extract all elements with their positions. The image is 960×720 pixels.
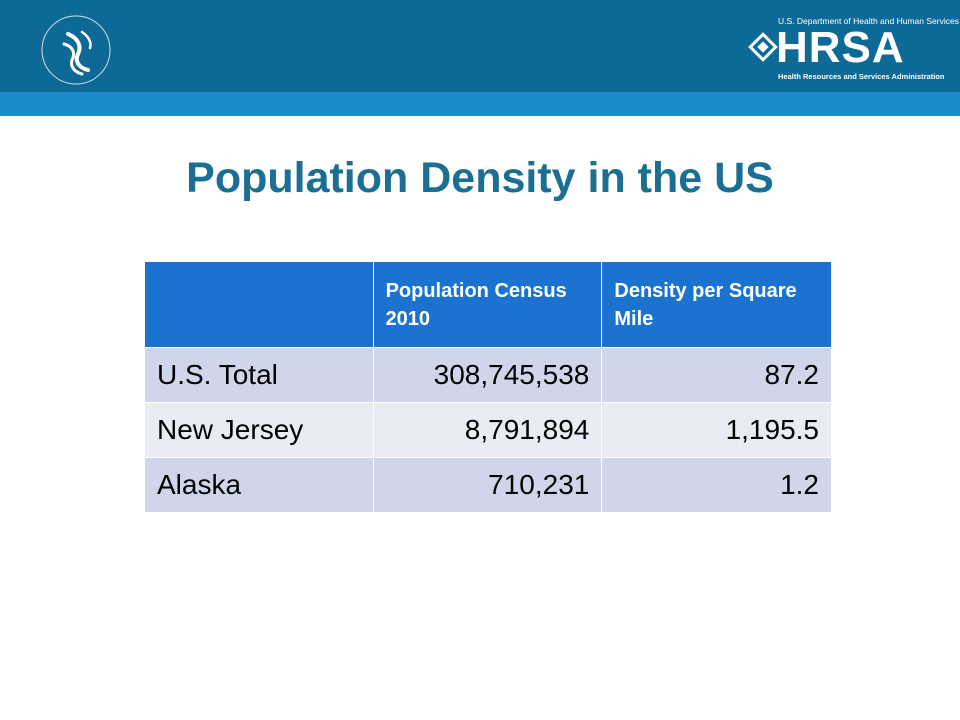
header-cell-blank — [144, 261, 374, 348]
population-table: Population Census 2010 Density per Squar… — [144, 261, 832, 513]
header-cell-population: Population Census 2010 — [372, 261, 603, 348]
row-population: 710,231 — [372, 457, 603, 513]
table-row: Alaska 710,231 1.2 — [144, 457, 832, 513]
hrsa-logo: U.S. Department of Health and Human Serv… — [748, 16, 959, 86]
row-name: U.S. Total — [144, 347, 374, 403]
row-density: 1.2 — [601, 457, 832, 513]
header-cell-density: Density per Square Mile — [601, 261, 832, 348]
hrsa-agency-text: Health Resources and Services Administra… — [778, 72, 945, 81]
table-row: U.S. Total 308,745,538 87.2 — [144, 347, 832, 403]
row-name: Alaska — [144, 457, 374, 513]
table-row: New Jersey 8,791,894 1,195.5 — [144, 402, 832, 458]
slide-header — [0, 0, 960, 92]
row-population: 8,791,894 — [372, 402, 603, 458]
hhs-seal-logo — [41, 15, 111, 85]
hrsa-wordmark: HRSA — [776, 23, 905, 72]
row-name: New Jersey — [144, 402, 374, 458]
row-density: 87.2 — [601, 347, 832, 403]
table-header-row: Population Census 2010 Density per Squar… — [144, 261, 832, 348]
row-population: 308,745,538 — [372, 347, 603, 403]
page-title: Population Density in the US — [186, 154, 774, 202]
row-density: 1,195.5 — [601, 402, 832, 458]
hrsa-department-text: U.S. Department of Health and Human Serv… — [778, 16, 959, 26]
header-stripe — [0, 92, 960, 116]
hrsa-diamond-icon — [748, 32, 778, 62]
